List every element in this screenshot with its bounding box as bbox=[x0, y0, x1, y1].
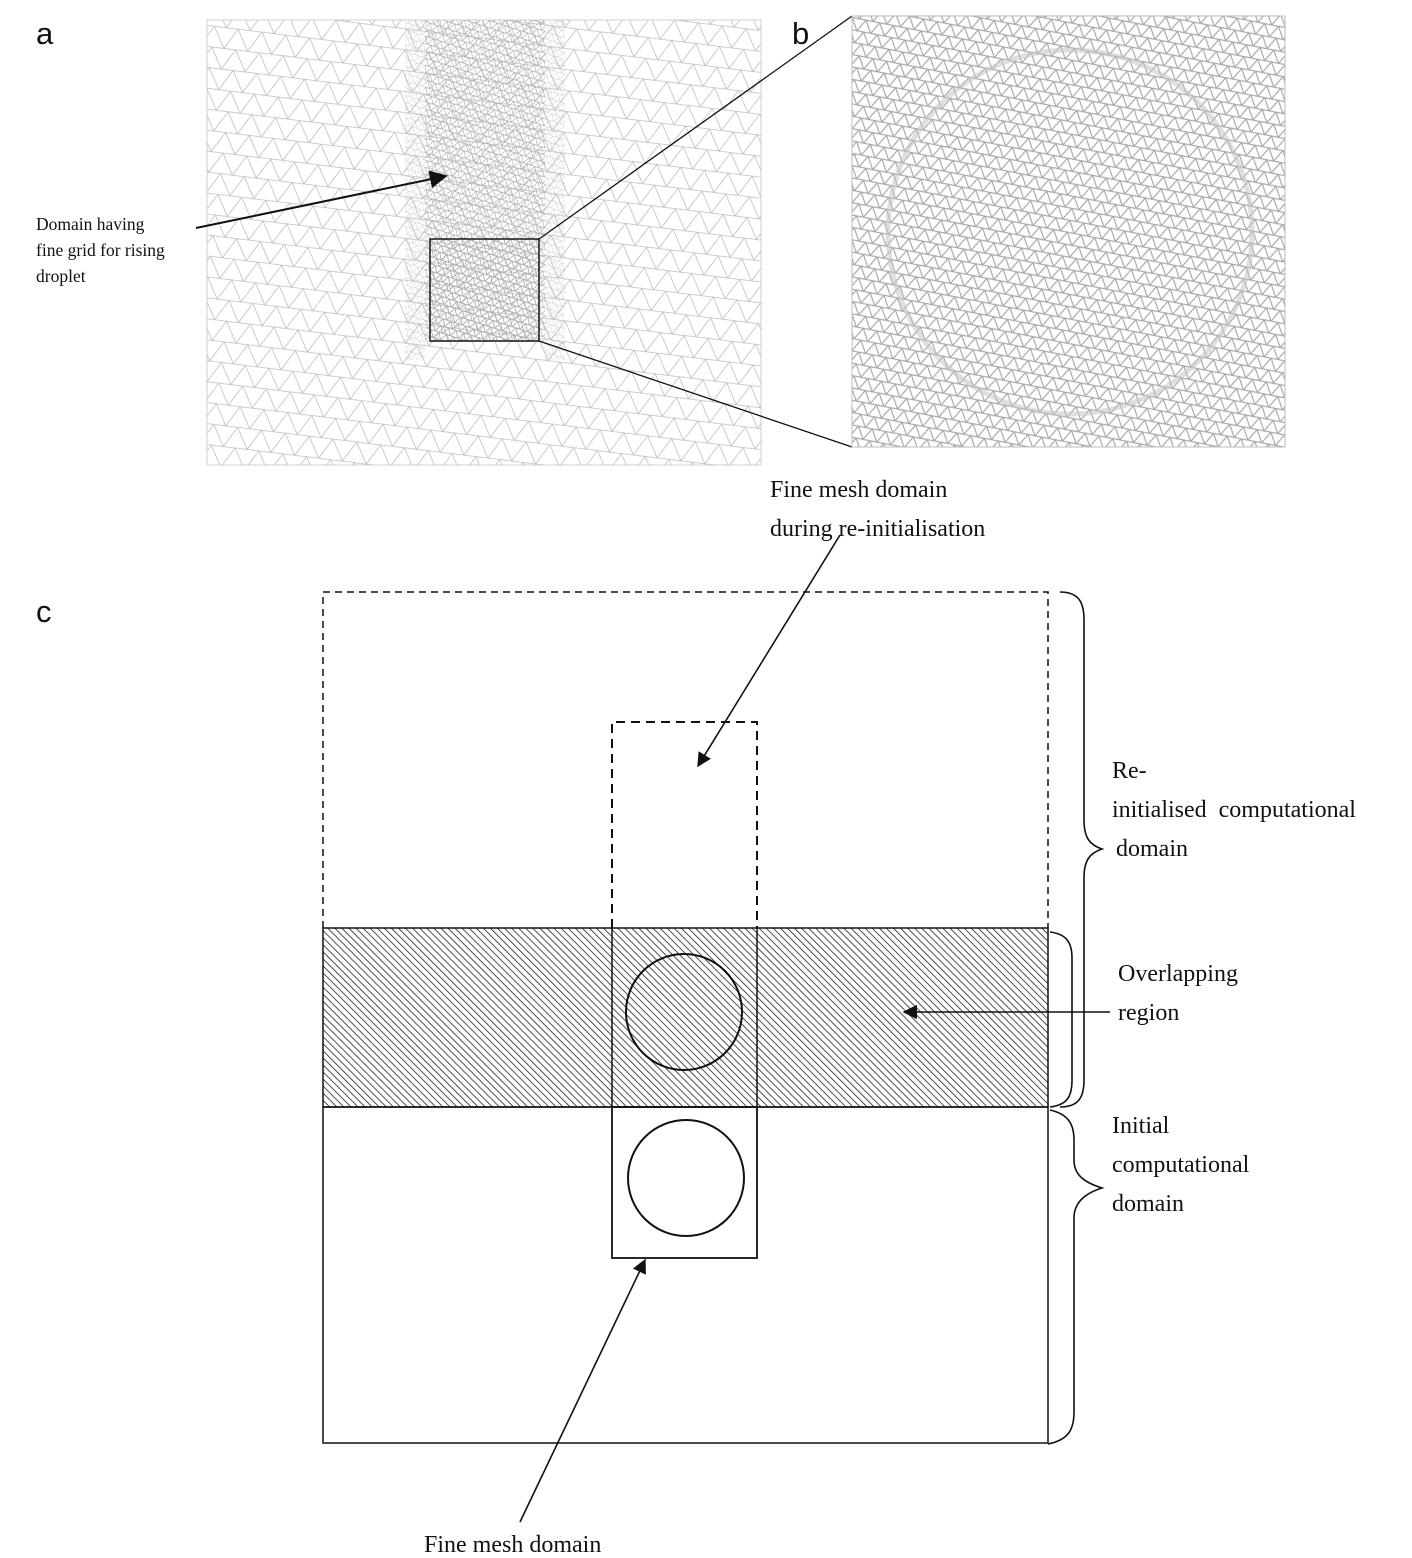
overlap-label-1: Overlapping bbox=[1118, 961, 1238, 987]
panel-c-schematic: Fine mesh domain during re-initialisatio… bbox=[322, 477, 1356, 1558]
annotation-line-1: Domain having bbox=[36, 214, 145, 234]
initial-fine-mesh-box bbox=[611, 1106, 758, 1259]
reinit-fine-mesh-label-1: Fine mesh domain bbox=[770, 477, 947, 503]
reinit-fine-mesh-box bbox=[611, 721, 758, 928]
initial-domain-label-2: computational bbox=[1112, 1152, 1250, 1178]
reinit-fine-mesh-label-2: during re-initialisation bbox=[770, 516, 985, 542]
reinit-domain-outline bbox=[322, 591, 1049, 928]
reinit-domain-label-2: initialised computational bbox=[1112, 797, 1356, 823]
reinit-droplet bbox=[625, 953, 743, 1071]
brace-initial-domain bbox=[1047, 1109, 1105, 1445]
overlapping-region bbox=[322, 927, 1049, 1108]
svg-text:during re-initialisation: during re-initialisation bbox=[770, 516, 985, 542]
panel-b-zoom bbox=[851, 15, 1286, 448]
initial-droplet bbox=[627, 1119, 745, 1237]
svg-text:initialised computational: initialised computational bbox=[1112, 797, 1356, 823]
reinit-fine-mesh-arrow bbox=[697, 534, 841, 768]
zoom-connector-bottom bbox=[538, 340, 853, 448]
svg-text:fine grid for rising: fine grid for rising bbox=[36, 240, 165, 260]
droplet-interface-ring bbox=[885, 47, 1255, 417]
panel-a-annotation: Domain having fine grid for rising dropl… bbox=[36, 170, 448, 286]
svg-text:droplet: droplet bbox=[36, 266, 86, 286]
svg-text:domain: domain bbox=[1116, 836, 1188, 862]
fine-mesh-arrow bbox=[519, 1258, 646, 1523]
annotation-line-3: droplet bbox=[36, 266, 86, 286]
zoom-connector-top bbox=[538, 15, 853, 240]
annotation-line-2: fine grid for rising bbox=[36, 240, 165, 260]
zoomed-mesh bbox=[851, 15, 1286, 448]
svg-text:domain: domain bbox=[1112, 1191, 1184, 1217]
initial-domain-label-3: domain bbox=[1112, 1191, 1184, 1217]
initial-domain-label-1: Initial bbox=[1112, 1113, 1170, 1139]
reinit-domain-label-3: domain bbox=[1116, 836, 1188, 862]
panel-letter-b: b bbox=[792, 16, 809, 51]
annotation-arrow bbox=[195, 170, 448, 229]
fine-mesh-fringe-left bbox=[405, 20, 425, 360]
brace-overlap bbox=[1049, 931, 1073, 1108]
panel-letter-c: c bbox=[36, 594, 52, 629]
fine-mesh-label: Fine mesh domain bbox=[424, 1532, 601, 1558]
overlap-label-2: region bbox=[1118, 1000, 1179, 1026]
svg-text:computational: computational bbox=[1112, 1152, 1250, 1178]
droplet-zoom-box bbox=[429, 238, 540, 342]
reinit-domain-label-1: Re- bbox=[1112, 758, 1147, 784]
svg-text:Re-: Re- bbox=[1112, 758, 1147, 784]
panel-a-mesh bbox=[206, 15, 853, 466]
svg-text:Initial: Initial bbox=[1112, 1113, 1170, 1139]
svg-text:Fine mesh domain: Fine mesh domain bbox=[770, 477, 947, 503]
initial-domain-outline bbox=[322, 1106, 1049, 1444]
svg-text:Overlapping: Overlapping bbox=[1118, 961, 1238, 987]
panel-letter-a: a bbox=[36, 16, 54, 51]
svg-text:region: region bbox=[1118, 1000, 1179, 1026]
fine-mesh-fringe-right bbox=[545, 20, 565, 360]
svg-text:Domain having: Domain having bbox=[36, 214, 145, 234]
brace-reinit-domain bbox=[1059, 591, 1105, 1108]
